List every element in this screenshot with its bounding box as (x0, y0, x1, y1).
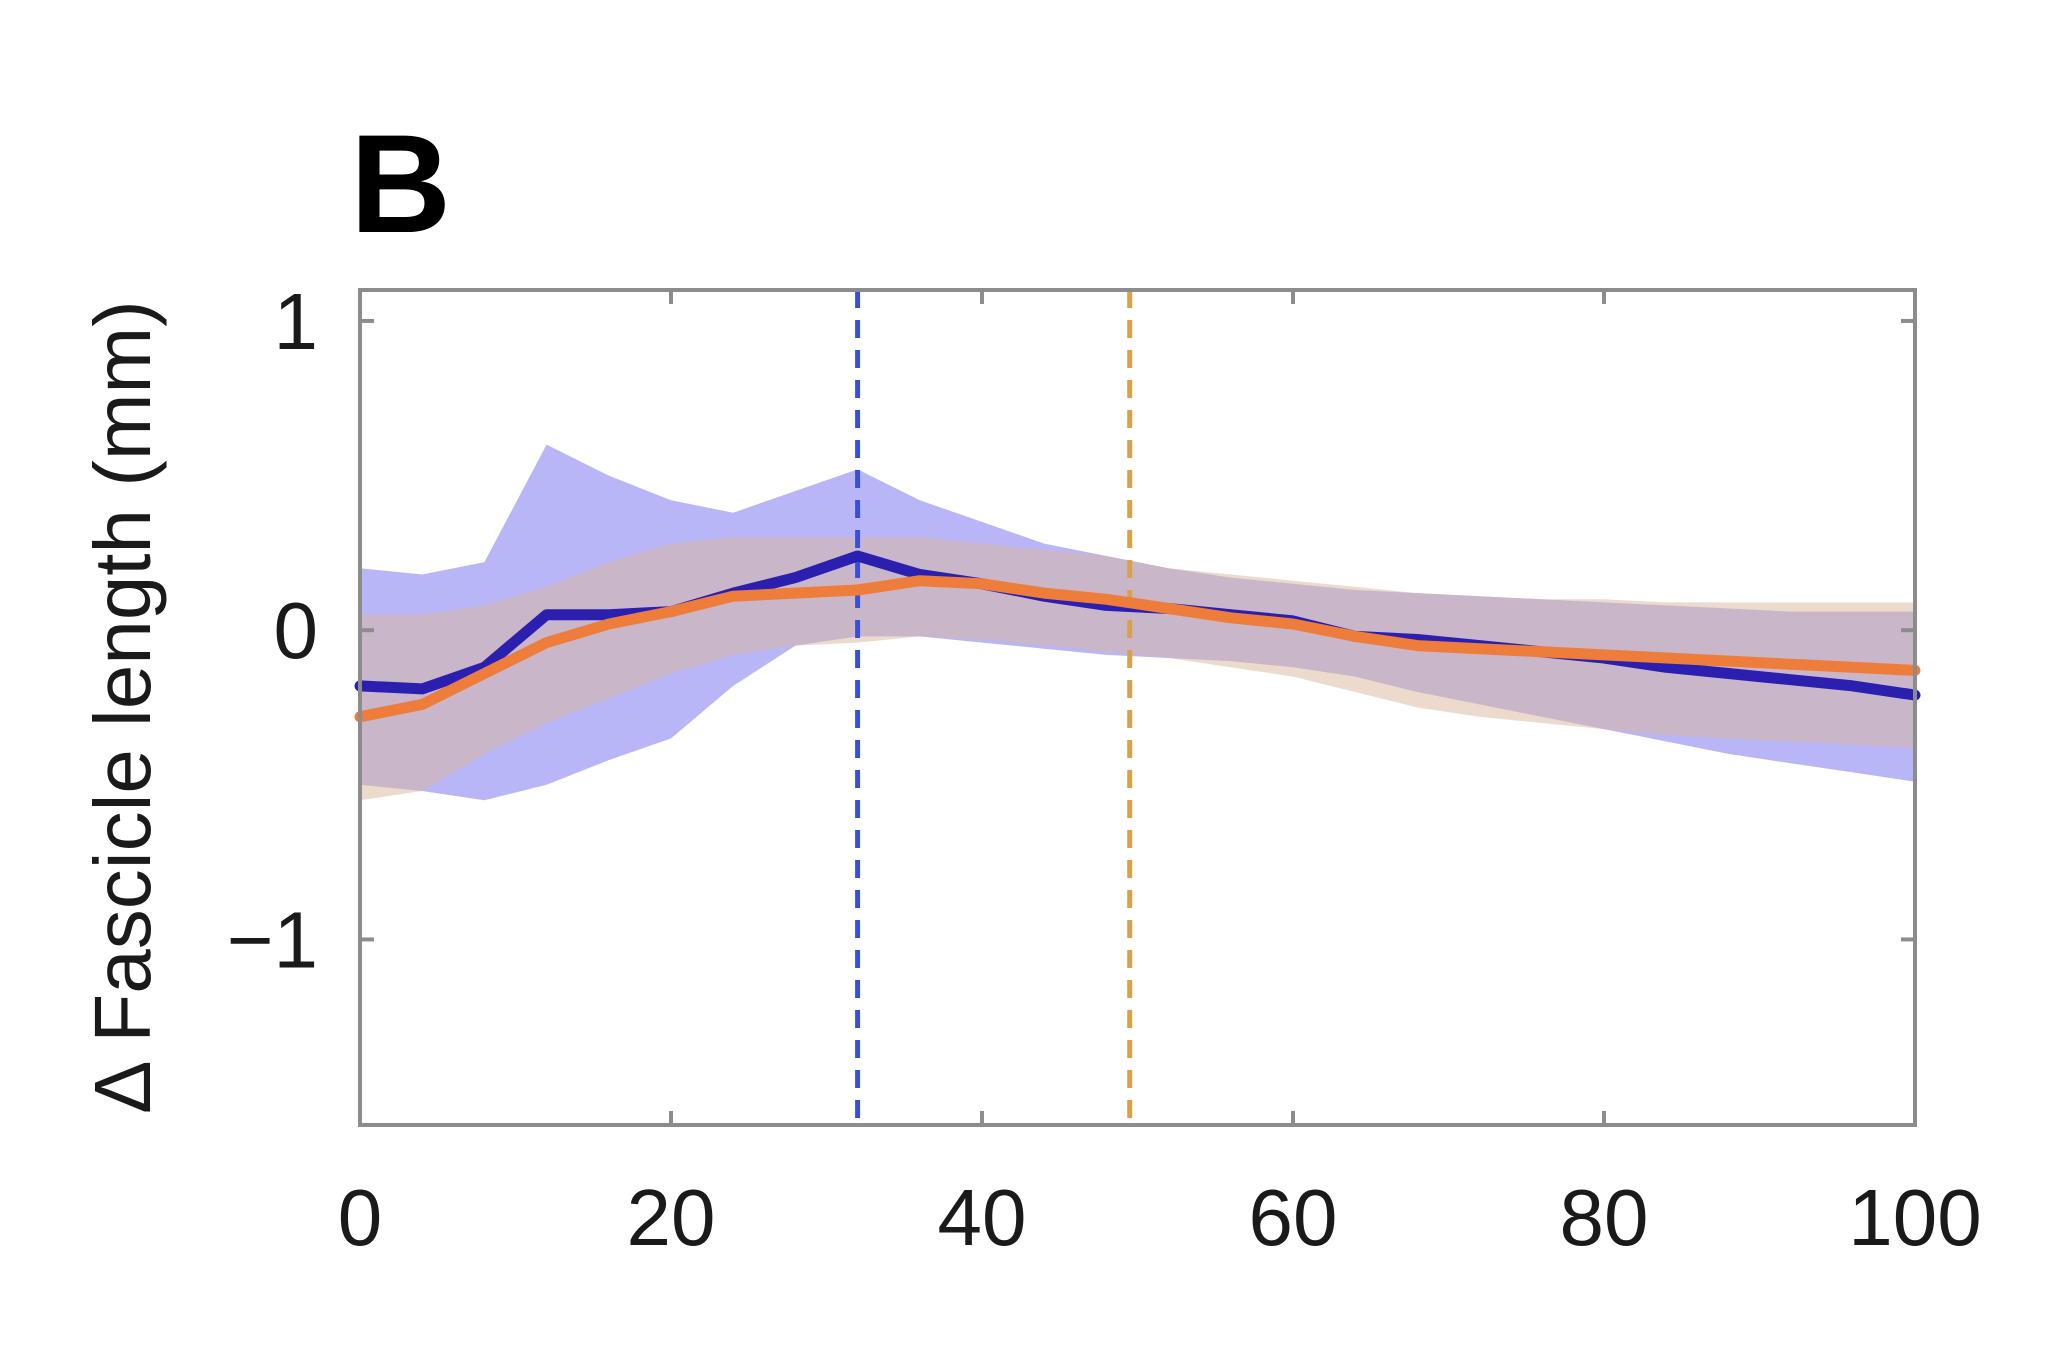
series-lines (354, 550, 1921, 723)
x-tick-label: 60 (1249, 1173, 1338, 1262)
y-tick-labels: 1 0 −1 (227, 277, 318, 985)
x-tick-labels: 0 20 40 60 80 100 (338, 1173, 1982, 1262)
series-2-line (354, 575, 1921, 723)
confidence-bands (360, 444, 1915, 801)
event-markers (855, 290, 1133, 1125)
y-tick-label: 1 (274, 277, 319, 366)
y-tick-label: 0 (274, 586, 319, 675)
x-tick-label: 0 (338, 1173, 383, 1262)
y-tick-label: −1 (227, 895, 318, 984)
axis-ticks (358, 290, 1917, 1125)
plot-frame (358, 288, 1917, 1127)
x-tick-label: 20 (627, 1173, 716, 1262)
panel-label: B (350, 105, 451, 262)
series-2-band (360, 537, 1915, 801)
x-tick-label: 40 (938, 1173, 1027, 1262)
x-tick-label: 100 (1848, 1173, 1981, 1262)
y-axis-label: Δ Fascicle length (mm) (78, 300, 167, 1114)
x-tick-label: 80 (1560, 1173, 1649, 1262)
